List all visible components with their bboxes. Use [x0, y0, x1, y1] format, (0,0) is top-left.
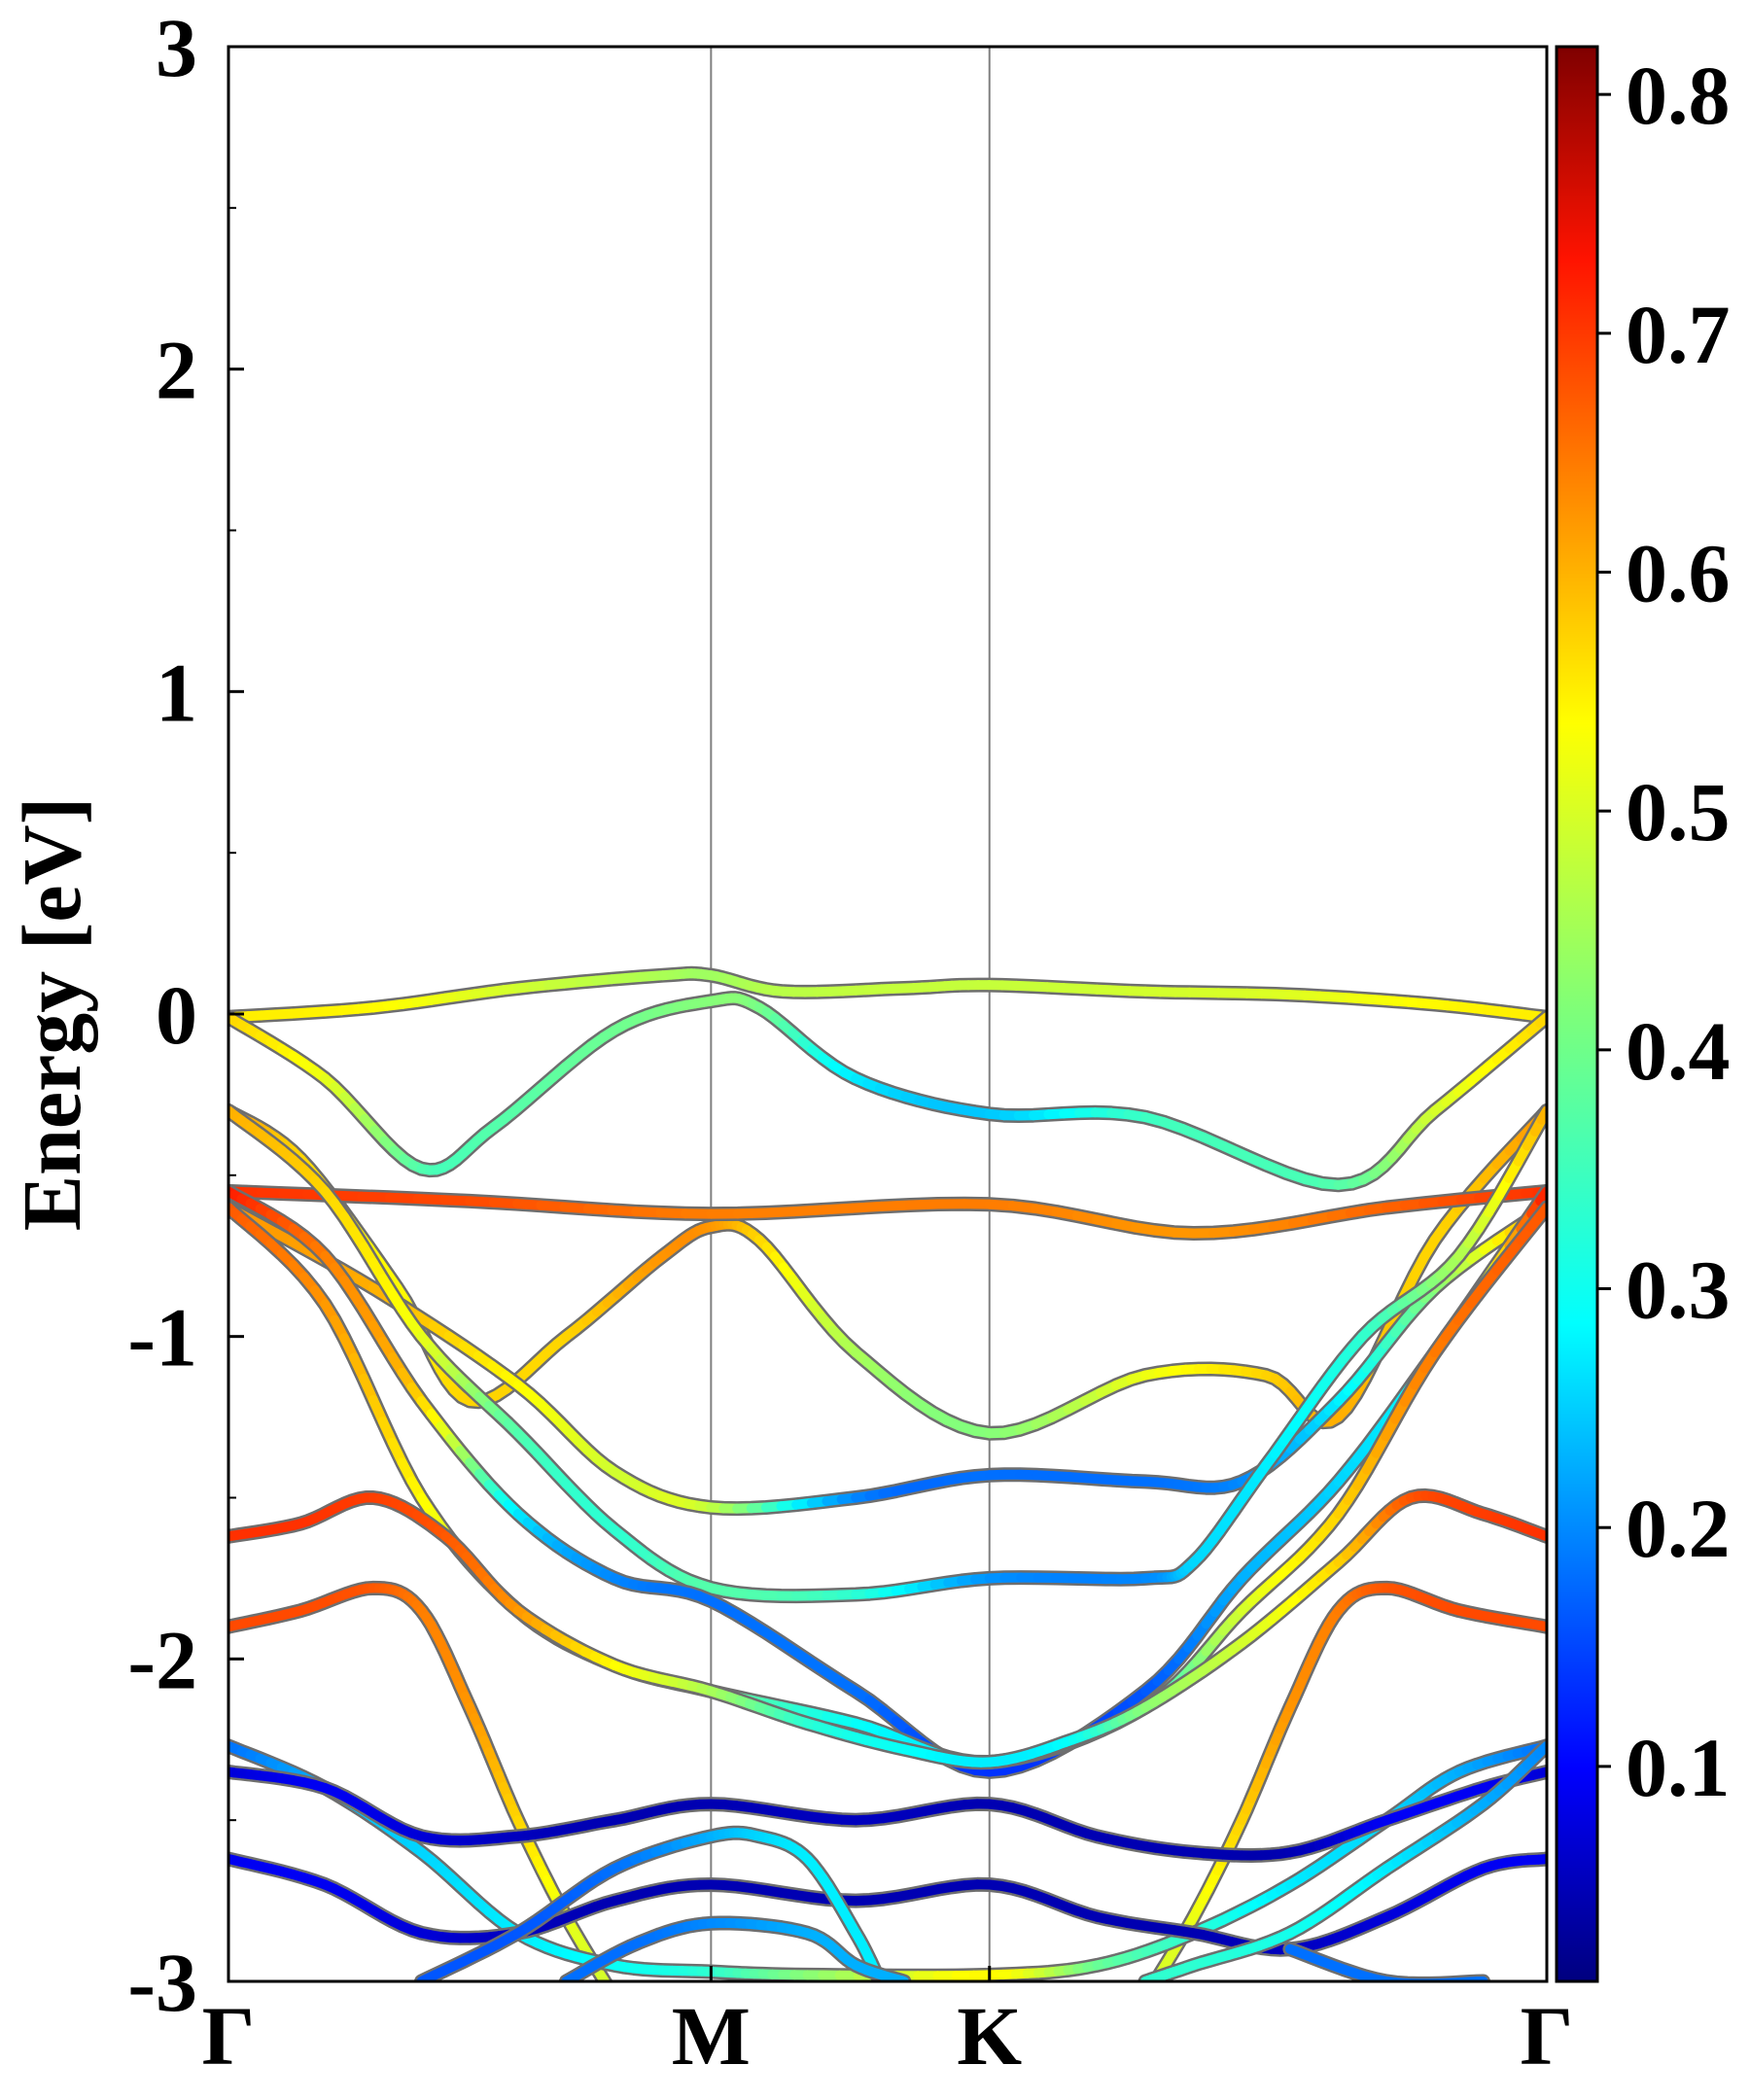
band-line — [1138, 1738, 1547, 1981]
band-line — [228, 1200, 1547, 1769]
colorbar-tick-label: 0.6 — [1626, 526, 1731, 619]
band-line — [228, 1764, 1547, 1863]
x-tick-label: Γ — [202, 1989, 256, 2082]
band-line — [228, 991, 1547, 1193]
band-line — [414, 1825, 888, 1981]
x-tick-label: K — [957, 1989, 1022, 2082]
colorbar-tick-label: 0.7 — [1626, 288, 1731, 381]
y-tick-label: -2 — [127, 1613, 197, 1706]
y-tick-label: 2 — [156, 324, 197, 417]
band-lines — [228, 965, 1547, 1998]
x-tick-label: M — [672, 1989, 751, 2082]
band-segment — [818, 1203, 858, 1215]
y-axis-ticks: -3 -2 -1 0 1 2 3 — [127, 1, 244, 2029]
plot-background — [228, 47, 1547, 1981]
band-segment — [612, 1993, 614, 1998]
colorbar-ticks: 0.1 0.2 0.3 0.4 0.5 0.6 0.7 0.8 — [1597, 49, 1731, 1814]
y-tick-label: 3 — [156, 1, 197, 94]
colorbar-tick-label: 0.3 — [1626, 1243, 1731, 1337]
colorbar: 0.1 0.2 0.3 0.4 0.5 0.6 0.7 0.8 — [1555, 45, 1731, 1983]
band-segment — [608, 1987, 612, 1993]
band-line — [228, 965, 1547, 1025]
colorbar-tick-label: 0.1 — [1626, 1721, 1731, 1814]
y-tick-label: -3 — [127, 1936, 197, 2029]
band-line — [228, 1488, 1547, 1770]
colorbar-tick-label: 0.2 — [1626, 1482, 1731, 1575]
colorbar-bar — [1555, 45, 1599, 1983]
band-segment — [1145, 1993, 1148, 1998]
x-tick-label: Γ — [1521, 1989, 1574, 2082]
band-line — [228, 1580, 614, 1998]
colorbar-tick-label: 0.8 — [1626, 49, 1731, 142]
band-segment — [1436, 1978, 1456, 1981]
band-line — [1145, 1580, 1547, 1998]
high-symmetry-lines — [710, 47, 991, 1981]
y-tick-label: 0 — [156, 968, 197, 1062]
y-axis-label: Energy [eV] — [5, 797, 98, 1232]
y-tick-label: 1 — [156, 646, 197, 739]
colorbar-tick-label: 0.5 — [1626, 765, 1731, 858]
band-line — [228, 1183, 1547, 1779]
band-line — [228, 1103, 1547, 1604]
y-tick-label: -1 — [127, 1291, 197, 1384]
band-line — [228, 1183, 1547, 1241]
colorbar-tick-label: 0.4 — [1626, 1004, 1731, 1098]
band-segment — [1148, 1987, 1152, 1993]
